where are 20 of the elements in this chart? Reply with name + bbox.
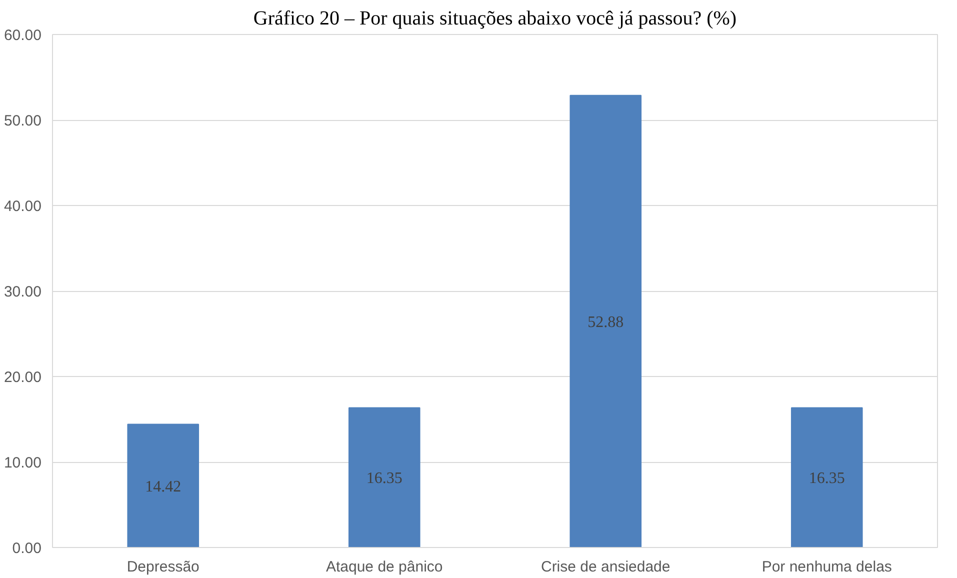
data-label: 52.88: [588, 314, 624, 331]
y-tick-label: 50.00: [4, 112, 42, 130]
data-label: 16.35: [808, 470, 845, 488]
chart-title: Gráfico 20 – Por quais situações abaixo você já passou? (%): [253, 8, 737, 30]
y-tick-label: 20.00: [4, 369, 42, 386]
y-tick-label: 30.00: [4, 284, 42, 300]
x-tick-label: Por nenhuma delas: [762, 558, 892, 576]
x-tick-label: Ataque de pânico: [326, 558, 443, 576]
x-tick-label: Depressão: [126, 558, 200, 576]
bar: [570, 94, 642, 548]
bar: [348, 407, 420, 548]
y-tick-label: 10.00: [4, 454, 42, 472]
y-tick-label: 0.00: [12, 540, 42, 557]
bar: [790, 407, 863, 548]
data-label: 16.35: [366, 470, 402, 488]
y-tick-label: 60.00: [4, 27, 42, 44]
bar: [127, 424, 200, 548]
y-tick-label: 40.00: [4, 198, 42, 215]
data-label: 14.42: [145, 478, 182, 496]
x-tick-label: Crise de ansiedade: [541, 558, 670, 576]
